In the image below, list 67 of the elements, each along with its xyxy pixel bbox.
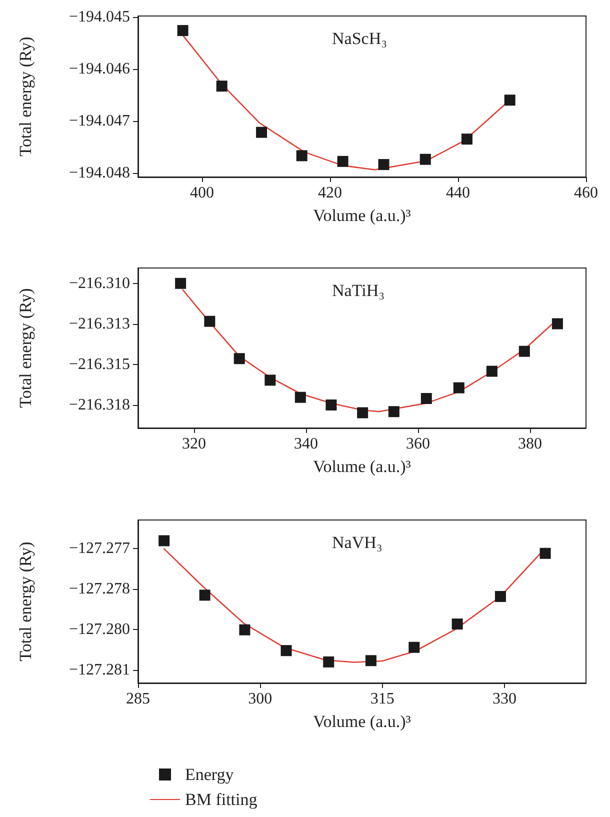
y-tick-label: −216.318 bbox=[68, 396, 130, 414]
point bbox=[199, 590, 210, 601]
y-axis-title: Total energy (Ry) bbox=[16, 288, 35, 408]
point bbox=[280, 645, 292, 656]
annotation: NaScH₃ bbox=[332, 29, 388, 48]
point bbox=[388, 406, 400, 418]
point bbox=[239, 624, 250, 636]
y-tick-label: −194.046 bbox=[68, 60, 130, 78]
x-tick-label: 300 bbox=[248, 690, 272, 708]
annotation: NaVH₃ bbox=[332, 533, 382, 552]
legend-label: Energy bbox=[185, 765, 234, 784]
x-tick-label: 285 bbox=[126, 690, 150, 708]
point bbox=[494, 590, 506, 602]
point bbox=[408, 642, 420, 653]
point bbox=[486, 366, 498, 377]
x-axis-title: Volume (a.u.)³ bbox=[313, 457, 411, 476]
point bbox=[357, 407, 368, 418]
y-tick-label: −194.047 bbox=[68, 112, 130, 130]
point bbox=[256, 126, 268, 138]
x-tick-label: 315 bbox=[370, 690, 394, 708]
point bbox=[337, 156, 348, 167]
point bbox=[504, 94, 516, 106]
x-tick-label: 330 bbox=[492, 690, 517, 708]
point bbox=[234, 353, 245, 364]
point bbox=[216, 80, 228, 92]
point bbox=[326, 399, 337, 410]
point bbox=[552, 318, 563, 330]
y-tick-label: −216.315 bbox=[68, 356, 130, 373]
y-tick-label: −127.278 bbox=[68, 580, 130, 598]
point bbox=[296, 150, 308, 162]
point bbox=[420, 154, 431, 165]
point bbox=[323, 656, 334, 668]
y-tick-label: −194.045 bbox=[68, 8, 130, 26]
x-tick-label: 380 bbox=[518, 436, 542, 452]
y-tick-label: −127.281 bbox=[68, 662, 130, 679]
point bbox=[204, 316, 216, 327]
point bbox=[540, 548, 551, 559]
y-tick-label: −194.048 bbox=[68, 164, 130, 182]
point bbox=[264, 374, 276, 386]
legend-label: BM fitting bbox=[185, 790, 258, 809]
point bbox=[158, 535, 170, 546]
y-tick-label: −127.277 bbox=[68, 540, 130, 558]
x-axis-title: Volume (a.u.)³ bbox=[313, 712, 411, 731]
point bbox=[453, 382, 464, 394]
x-tick-label: 360 bbox=[406, 436, 430, 452]
point bbox=[294, 392, 306, 403]
x-tick-label: 320 bbox=[182, 436, 206, 452]
point bbox=[420, 392, 432, 404]
x-tick-label: 440 bbox=[446, 184, 470, 202]
x-tick-label: 340 bbox=[294, 436, 318, 452]
y-tick-label: −216.310 bbox=[68, 274, 130, 292]
x-tick-label: 400 bbox=[190, 184, 214, 202]
point bbox=[378, 159, 390, 170]
point bbox=[175, 278, 186, 289]
point bbox=[177, 25, 188, 36]
x-tick-label: 420 bbox=[318, 184, 342, 202]
x-axis-title: Volume (a.u.)³ bbox=[313, 206, 411, 225]
y-tick-label: −127.280 bbox=[68, 621, 130, 638]
x-tick-label: 460 bbox=[574, 184, 598, 202]
y-axis-title: Total energy (Ry) bbox=[16, 36, 35, 156]
point bbox=[461, 134, 472, 145]
y-tick-label: −216.313 bbox=[68, 315, 130, 332]
annotation: NaTiH₃ bbox=[332, 281, 385, 300]
y-axis-title: Total energy (Ry) bbox=[16, 542, 35, 662]
point bbox=[365, 655, 376, 666]
point bbox=[452, 618, 463, 630]
point bbox=[518, 346, 530, 357]
